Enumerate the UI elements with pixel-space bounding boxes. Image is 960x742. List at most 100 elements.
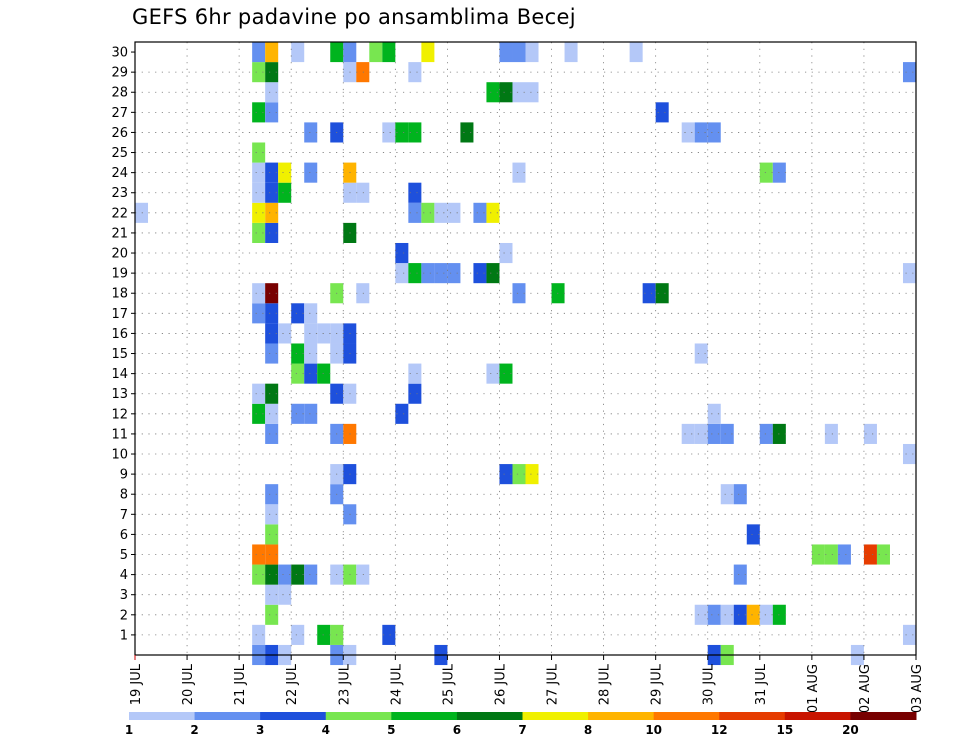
- legend-swatch: [719, 712, 786, 720]
- heatmap-cell: [499, 82, 513, 103]
- heatmap-cell: [460, 122, 474, 143]
- heatmap-cell: [265, 162, 279, 183]
- heatmap-cell: [265, 484, 279, 505]
- heatmap-cell: [902, 62, 916, 83]
- heatmap-cell: [512, 162, 526, 183]
- y-tick-label: 2: [120, 608, 128, 623]
- heatmap-cell: [499, 464, 513, 485]
- legend-swatch: [850, 712, 917, 720]
- heatmap-cell: [252, 283, 266, 304]
- y-tick-label: 24: [111, 166, 128, 181]
- legend-label: 15: [776, 723, 793, 737]
- heatmap-cell: [252, 182, 266, 203]
- heatmap-cell: [252, 303, 266, 324]
- heatmap-cell: [291, 42, 305, 63]
- heatmap-cell: [135, 202, 149, 223]
- y-tick-label: 22: [111, 206, 128, 221]
- x-tick-label: 01 AUG: [806, 664, 821, 713]
- legend-label: 12: [711, 723, 728, 737]
- heatmap-cell: [512, 464, 526, 485]
- heatmap-cell: [837, 544, 851, 565]
- heatmap-cell: [408, 202, 422, 223]
- y-tick-label: 4: [120, 568, 128, 583]
- heatmap-cell: [408, 363, 422, 384]
- heatmap-cell: [759, 604, 773, 625]
- heatmap-cell: [291, 403, 305, 424]
- y-tick-label: 18: [111, 287, 128, 302]
- heatmap-cell: [499, 242, 513, 264]
- heatmap-cell: [694, 122, 708, 143]
- heatmap-cell: [525, 82, 539, 103]
- heatmap-cell: [291, 303, 305, 324]
- heatmap-cell: [408, 383, 422, 404]
- heatmap-cell: [304, 122, 318, 143]
- heatmap-cell: [265, 584, 279, 605]
- heatmap-cell: [863, 544, 877, 565]
- heatmap-cell: [291, 363, 305, 384]
- heatmap-cell: [304, 403, 318, 424]
- heatmap-cell: [421, 202, 435, 223]
- heatmap-cell: [395, 263, 409, 284]
- legend-swatch: [325, 712, 392, 720]
- heatmap-cell: [265, 182, 279, 203]
- y-tick-label: 5: [120, 548, 128, 563]
- heatmap-cell: [863, 423, 877, 444]
- legend-label: 20: [842, 723, 859, 737]
- legend-swatch: [129, 712, 196, 720]
- x-tick-label: 25 JUL: [441, 663, 456, 705]
- heatmap-cell: [434, 202, 448, 223]
- y-tick-label: 26: [111, 126, 128, 141]
- heatmap-cell: [278, 323, 292, 344]
- legend-label: 5: [387, 723, 395, 737]
- heatmap-cell: [564, 42, 578, 63]
- x-tick-label: 21 JUL: [233, 663, 248, 705]
- legend-swatch: [588, 712, 655, 720]
- heatmap-cell: [304, 303, 318, 324]
- x-tick-label: 22 JUL: [285, 663, 300, 705]
- heatmap-cell: [902, 624, 916, 645]
- heatmap-cell: [824, 544, 838, 565]
- heatmap-cell: [512, 283, 526, 304]
- heatmap-cell: [252, 202, 266, 223]
- heatmap-cell: [707, 122, 721, 143]
- legend-label: 4: [322, 723, 330, 737]
- legend-swatch: [784, 712, 851, 720]
- heatmap-cell: [291, 624, 305, 645]
- heatmap-cell: [486, 202, 500, 223]
- heatmap-cell: [278, 564, 292, 585]
- heatmap-cell: [278, 162, 292, 183]
- heatmap-cell: [408, 182, 422, 203]
- heatmap-cell: [265, 504, 279, 525]
- x-tick-label: 03 AUG: [910, 664, 925, 713]
- heatmap-cell: [447, 202, 461, 223]
- heatmap-cell: [499, 363, 513, 384]
- y-tick-label: 19: [111, 267, 128, 282]
- y-axis: 1234567891011121314151617181920212223242…: [111, 46, 135, 643]
- heatmap-cell: [733, 564, 747, 585]
- heatmap-cell: [265, 303, 279, 324]
- heatmap-cell: [512, 82, 526, 103]
- x-tick-label: 02 AUG: [858, 664, 873, 713]
- heatmap-cell: [356, 283, 370, 304]
- heatmap-cell: [265, 102, 279, 123]
- heatmap-cell: [265, 62, 279, 83]
- heatmap-cell: [356, 564, 370, 585]
- heatmap-cell: [642, 283, 656, 304]
- x-tick-label: 20 JUL: [181, 663, 196, 705]
- y-tick-label: 11: [111, 427, 128, 442]
- heatmap-cell: [395, 403, 409, 424]
- heatmap-cell: [265, 383, 279, 404]
- heatmap-cell: [265, 604, 279, 625]
- heatmap-cell: [720, 423, 734, 444]
- y-tick-label: 10: [111, 448, 128, 463]
- legend-label: 6: [453, 723, 461, 737]
- heatmap-cell: [746, 524, 760, 545]
- heatmap-cell: [382, 122, 396, 143]
- heatmap-cell: [473, 202, 487, 223]
- heatmap-cell: [265, 283, 279, 304]
- heatmap-cell: [330, 42, 344, 63]
- y-tick-label: 7: [120, 508, 128, 523]
- y-tick-label: 3: [120, 588, 128, 603]
- legend-swatch: [260, 712, 327, 720]
- heatmap-cell: [525, 42, 539, 63]
